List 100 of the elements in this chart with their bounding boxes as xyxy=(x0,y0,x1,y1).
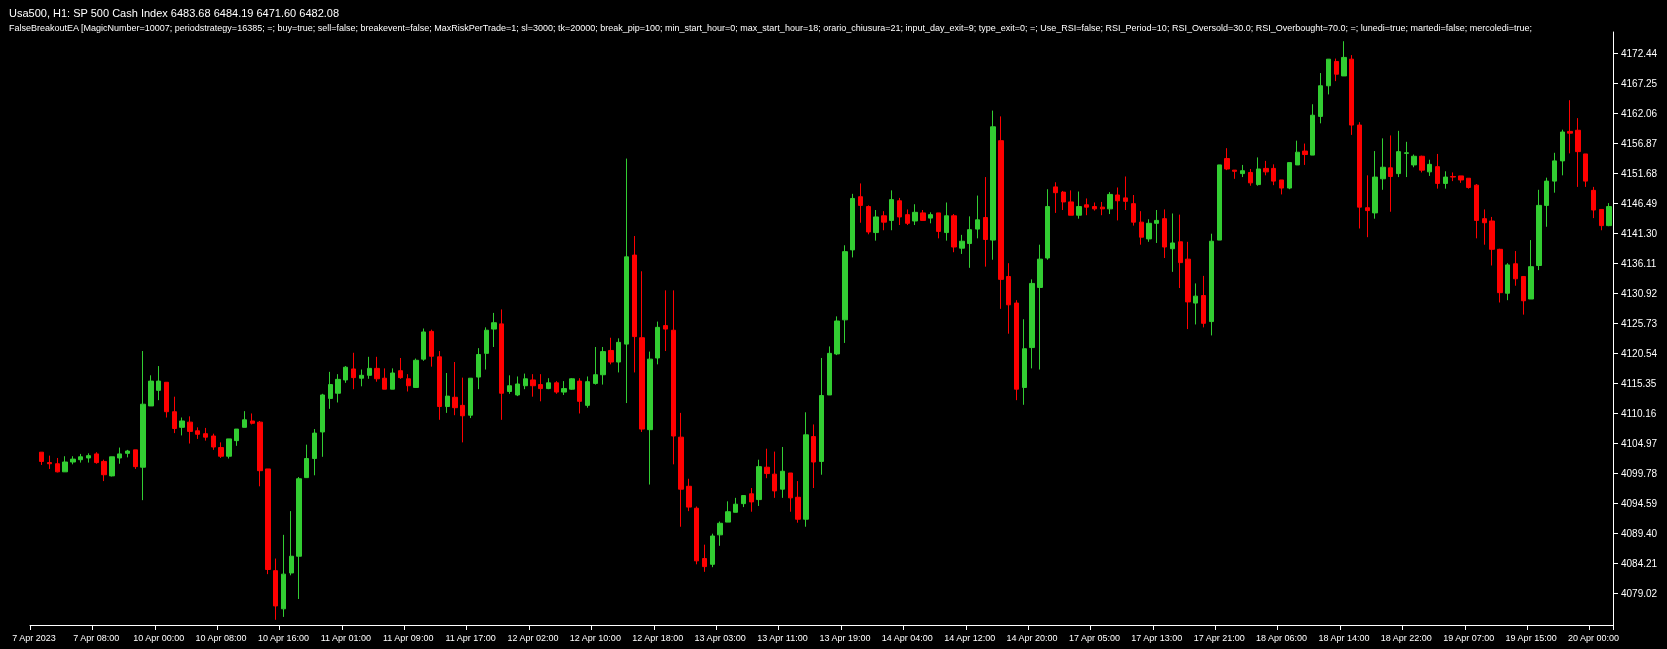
candlestick xyxy=(1450,171,1456,182)
y-tick-label: 4130.92 xyxy=(1621,288,1658,300)
candlestick xyxy=(101,459,107,482)
y-tick-label: 4172.44 xyxy=(1621,48,1658,60)
candlestick xyxy=(1575,117,1581,188)
candlestick xyxy=(398,357,403,380)
candlestick xyxy=(148,374,154,407)
candlestick xyxy=(484,326,489,371)
candlestick xyxy=(1100,201,1105,216)
x-tick-label: 14 Apr 04:00 xyxy=(881,632,933,643)
x-tick-label: 10 Apr 08:00 xyxy=(195,632,247,643)
candlestick xyxy=(530,373,536,398)
candlestick xyxy=(1131,194,1136,227)
candlestick xyxy=(1022,318,1027,406)
candlestick xyxy=(1536,189,1542,271)
candlestick xyxy=(702,544,707,573)
x-tick-label: 19 Apr 07:00 xyxy=(1443,632,1495,643)
candlestick xyxy=(226,438,232,460)
candlestick xyxy=(811,423,816,489)
candlestick xyxy=(413,358,419,388)
candlestick xyxy=(273,558,278,621)
candlestick xyxy=(437,350,442,421)
y-tick-label: 4094.59 xyxy=(1621,498,1658,510)
candlestick xyxy=(265,468,271,575)
candlestick xyxy=(983,176,988,268)
candlestick xyxy=(1505,262,1510,301)
candlestick xyxy=(117,447,122,465)
candlestick xyxy=(616,337,621,373)
candlestick xyxy=(1154,209,1159,244)
candlestick xyxy=(1482,208,1487,246)
candlestick xyxy=(94,451,99,465)
candlestick xyxy=(912,203,918,226)
candlestick xyxy=(1053,181,1058,214)
candlestick xyxy=(1256,156,1261,187)
candlestick xyxy=(1528,239,1534,300)
candlestick xyxy=(889,189,894,231)
candlestick xyxy=(1232,169,1237,180)
candlestick xyxy=(678,412,684,528)
candlestick xyxy=(1591,186,1596,219)
candlestick xyxy=(1084,197,1089,216)
candlestick xyxy=(211,433,216,451)
candlestick xyxy=(990,110,996,261)
candlestick xyxy=(600,346,606,386)
candlestick xyxy=(39,451,44,466)
x-tick-label: 12 Apr 10:00 xyxy=(569,632,621,643)
candlestick xyxy=(1115,186,1120,221)
candlestick xyxy=(647,351,653,486)
candlestick xyxy=(959,234,965,255)
candlestick xyxy=(1458,175,1464,184)
candlestick xyxy=(803,411,809,528)
y-tick-label: 4125.73 xyxy=(1621,318,1658,330)
candlestick xyxy=(1583,153,1588,188)
candlestick xyxy=(1092,202,1097,212)
candlestick xyxy=(632,235,637,373)
candlestick xyxy=(1224,147,1230,171)
candlestick xyxy=(866,204,871,235)
candlestick xyxy=(1193,282,1198,325)
candlestick xyxy=(1466,177,1471,190)
candlestick xyxy=(1552,152,1557,194)
candlestick xyxy=(1107,191,1113,215)
candlestick xyxy=(1146,218,1152,243)
x-tick-label: 18 Apr 14:00 xyxy=(1318,632,1370,643)
candlestick xyxy=(795,480,801,524)
candlestick xyxy=(546,377,551,390)
candlestick xyxy=(452,361,458,416)
candlestick xyxy=(538,373,543,402)
y-tick-label: 4151.68 xyxy=(1621,168,1658,180)
y-tick-label: 4156.87 xyxy=(1621,138,1658,150)
x-tick-label: 14 Apr 20:00 xyxy=(1006,632,1058,643)
candlestick xyxy=(499,308,504,421)
candlestick xyxy=(928,211,933,224)
y-tick-label: 4084.21 xyxy=(1621,558,1658,570)
x-tick-label: 12 Apr 18:00 xyxy=(632,632,684,643)
candlestick xyxy=(1427,159,1432,177)
candlestick xyxy=(343,365,348,384)
candlestick xyxy=(967,215,972,269)
candlestick xyxy=(593,346,598,386)
candlestick xyxy=(476,347,481,390)
candlestick xyxy=(523,373,528,390)
candlestick xyxy=(304,444,309,479)
candlestick xyxy=(686,478,692,512)
candlestick xyxy=(1279,179,1284,195)
candlestick xyxy=(624,158,629,404)
candlestick xyxy=(1372,150,1378,220)
candlestick xyxy=(1295,140,1300,166)
candlestick xyxy=(881,210,887,231)
candlestick xyxy=(1068,189,1074,216)
candlestick xyxy=(1248,168,1253,187)
candlestick xyxy=(1560,129,1565,176)
candlestick xyxy=(827,345,832,396)
candlestick xyxy=(569,377,575,391)
x-tick-label: 13 Apr 19:00 xyxy=(819,632,871,643)
candlestick xyxy=(1123,175,1128,211)
candlestick xyxy=(1380,137,1386,191)
candlestick xyxy=(1006,262,1011,335)
candlestick xyxy=(312,428,317,476)
candlestick xyxy=(944,202,949,242)
candlestick xyxy=(296,476,302,600)
candlestick xyxy=(780,446,785,499)
candlestick xyxy=(561,380,567,396)
